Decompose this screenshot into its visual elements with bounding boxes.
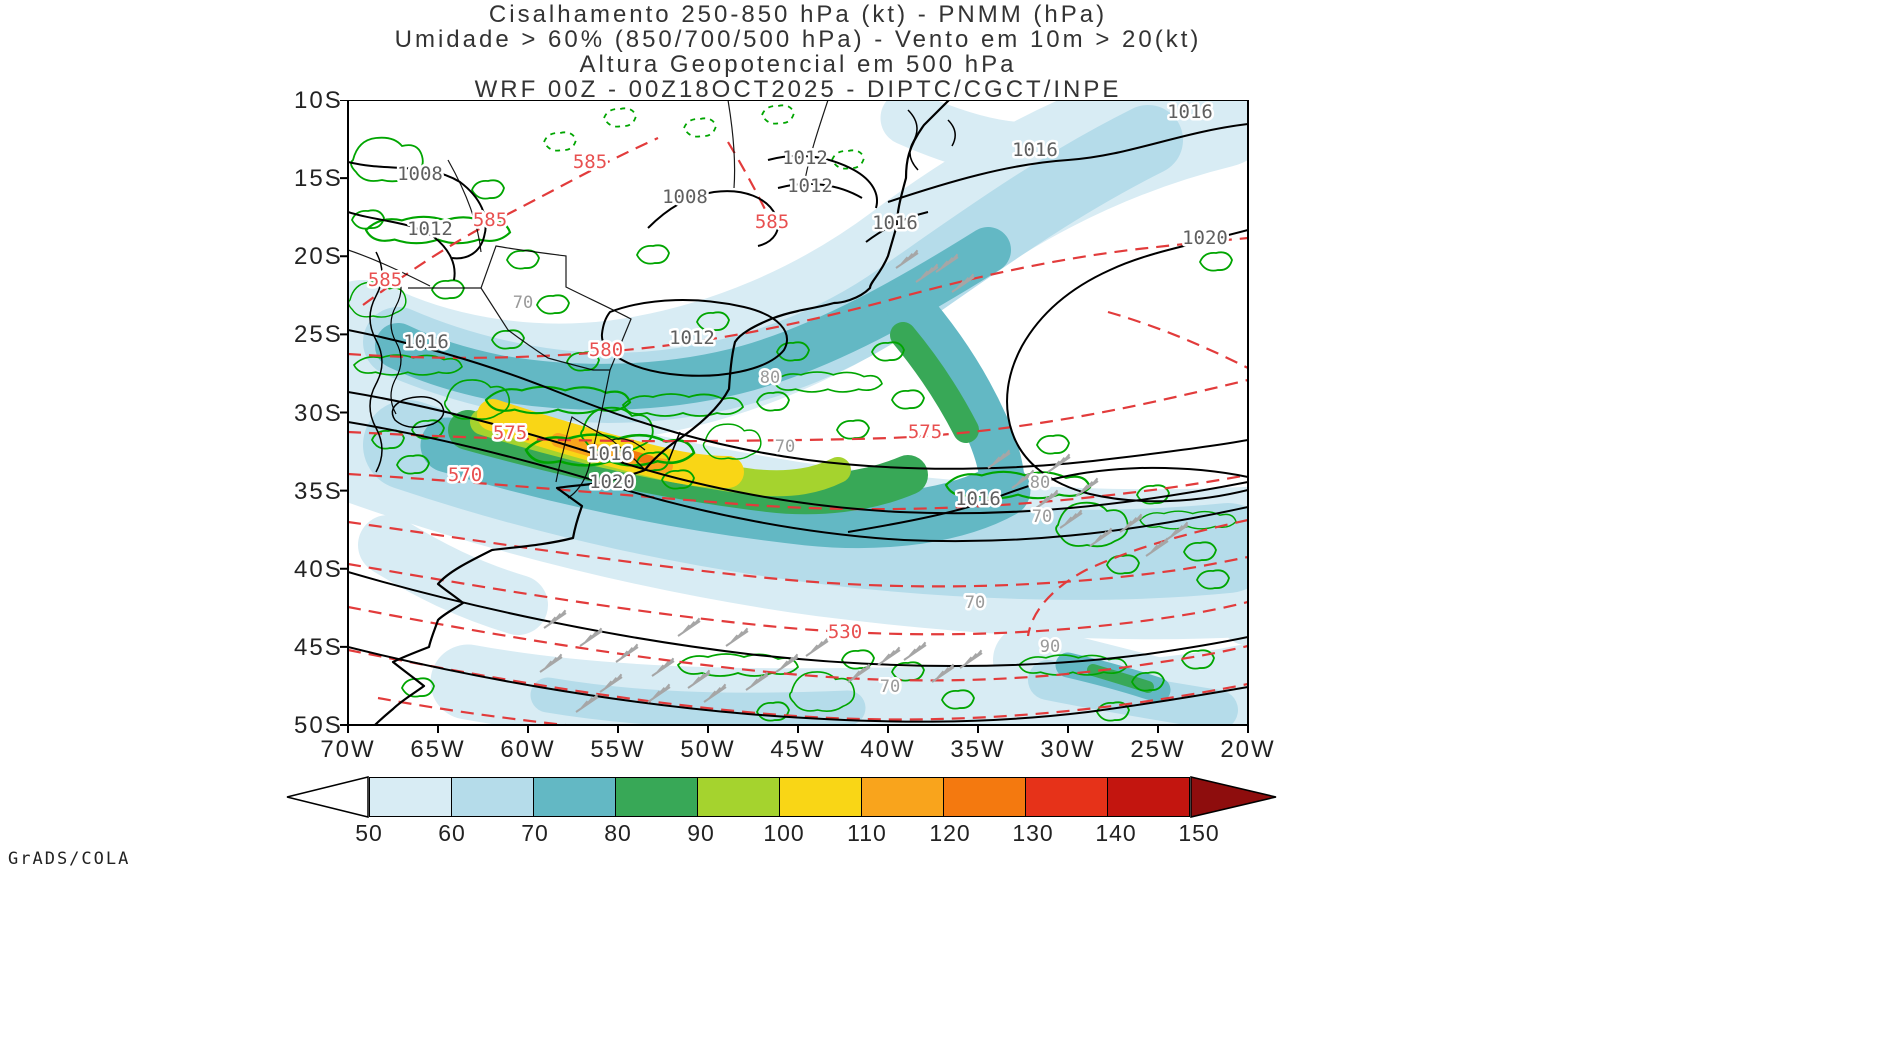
colorbar-tick-label: 90 [687, 820, 715, 846]
contour-label-pnmm: 1016 [1167, 101, 1213, 123]
contour-label-geo: 530 [828, 621, 862, 643]
colorbar-cell-50-60 [369, 777, 452, 817]
x-tick-label: 35W [950, 736, 1006, 763]
chart-title-block: Cisalhamento 250-850 hPa (kt) - PNMM (hP… [0, 2, 1596, 102]
contour-label-geo: 585 [473, 209, 507, 231]
y-tick-label: 30S [294, 400, 343, 427]
contour-label-geo: 575 [493, 422, 527, 444]
contour-label-geo: 585 [755, 211, 789, 233]
axis-ticks [340, 100, 1249, 733]
under-arrow-shape [286, 776, 369, 818]
colorbar-tick-label: 130 [1012, 820, 1054, 846]
colorbar-cells [369, 777, 1190, 817]
x-tick-label: 40W [860, 736, 916, 763]
shade-label: 70 [513, 293, 533, 313]
y-tick-label: 20S [294, 243, 343, 270]
contour-label-pnmm: 1016 [1012, 139, 1058, 161]
shade-label: 80 [760, 368, 780, 388]
colorbar-cell-70-80 [533, 777, 616, 817]
contour-label-pnmm: 1020 [589, 471, 635, 493]
colorbar-cell-100-110 [779, 777, 862, 817]
y-tick-label: 35S [294, 478, 343, 505]
colorbar-tick-label: 60 [438, 820, 466, 846]
shade-label: 70 [1032, 507, 1052, 527]
pnmm-contours [348, 109, 1248, 723]
colorbar-cell-130-140 [1025, 777, 1108, 817]
shade-label: 70 [880, 677, 900, 697]
shade-label: 70 [775, 437, 795, 457]
colorbar-tick-label: 120 [929, 820, 971, 846]
contour-label-geo: 585 [368, 269, 402, 291]
shade-label: 80 [1030, 473, 1050, 493]
contour-label-pnmm: 1016 [403, 331, 449, 353]
contour-label-geo: 585 [573, 151, 607, 173]
colorbar-tick-label: 150 [1178, 820, 1220, 846]
contour-label-pnmm: 1016 [587, 443, 633, 465]
geopotential-contour-labels: 585 585 585 585 580 575 575 570 530 [365, 149, 944, 646]
map-plot: 1008 1008 1012 1012 1012 1012 1016 1016 … [340, 100, 1249, 733]
over-arrow-shape [1190, 776, 1277, 818]
x-tick-label: 65W [410, 736, 466, 763]
colorbar [285, 776, 1295, 818]
y-tick-label: 40S [294, 556, 343, 583]
shade-label: 90 [1040, 637, 1060, 657]
y-tick-label: 50S [294, 712, 343, 739]
x-tick-label: 70W [320, 736, 376, 763]
chart-title-line-4: WRF 00Z - 00Z18OCT2025 - DIPTC/CGCT/INPE [474, 76, 1122, 103]
contour-label-pnmm: 1012 [787, 175, 833, 197]
colorbar-tick-label: 140 [1095, 820, 1137, 846]
chart-title-line-2: Umidade > 60% (850/700/500 hPa) - Vento … [394, 26, 1202, 53]
contour-label-pnmm: 1016 [872, 212, 918, 234]
contour-label-geo: 570 [448, 464, 482, 486]
colorbar-cell-140-150 [1107, 777, 1190, 817]
y-tick-label: 15S [294, 165, 343, 192]
x-tick-label: 50W [680, 736, 736, 763]
x-tick-label: 25W [1130, 736, 1186, 763]
shear-shading-120 [627, 450, 655, 465]
colorbar-cell-60-70 [451, 777, 534, 817]
colorbar-tick-label: 110 [847, 820, 887, 846]
colorbar-cell-110-120 [861, 777, 944, 817]
contour-label-pnmm: 1012 [407, 218, 453, 240]
contour-label-pnmm: 1020 [1182, 227, 1228, 249]
grads-credit: GrADS/COLA [8, 849, 131, 869]
chart-title-line-3: Altura Geopotencial em 500 hPa [579, 51, 1017, 78]
colorbar-labels: 50 60 70 80 90 100 110 120 130 140 150 [285, 820, 1295, 850]
shear-shading-110 [551, 433, 673, 473]
y-tick-label: 45S [294, 634, 343, 661]
x-tick-label: 20W [1220, 736, 1276, 763]
x-tick-label: 45W [770, 736, 826, 763]
x-tick-label: 30W [1040, 736, 1096, 763]
y-tick-label: 10S [294, 87, 343, 114]
colorbar-cell-80-90 [615, 777, 698, 817]
colorbar-cell-90-100 [697, 777, 780, 817]
contour-label-pnmm: 1008 [662, 186, 708, 208]
colorbar-cell-120-130 [943, 777, 1026, 817]
pnmm-contour-labels: 1008 1008 1012 1012 1012 1012 1016 1016 … [395, 100, 1231, 513]
colorbar-under-arrow [286, 776, 369, 818]
contour-label-geo: 580 [589, 339, 623, 361]
colorbar-tick-label: 80 [604, 820, 632, 846]
y-tick-label: 25S [294, 321, 343, 348]
chart-title-line-1: Cisalhamento 250-850 hPa (kt) - PNMM (hP… [488, 1, 1108, 28]
contour-label-pnmm: 1012 [669, 327, 715, 349]
x-tick-label: 55W [590, 736, 646, 763]
x-tick-label: 60W [500, 736, 556, 763]
contour-label-pnmm: 1012 [782, 147, 828, 169]
contour-label-geo: 575 [908, 421, 942, 443]
colorbar-tick-label: 50 [355, 820, 383, 846]
colorbar-over-arrow [1190, 776, 1277, 818]
contour-label-pnmm: 1016 [955, 488, 1001, 510]
shading-inline-labels: 70 70 70 70 70 80 80 90 [510, 291, 1062, 700]
colorbar-tick-label: 70 [521, 820, 549, 846]
country-borders [348, 100, 829, 499]
contour-label-pnmm: 1008 [397, 163, 443, 185]
shade-label: 70 [965, 593, 985, 613]
colorbar-tick-label: 100 [763, 820, 805, 846]
